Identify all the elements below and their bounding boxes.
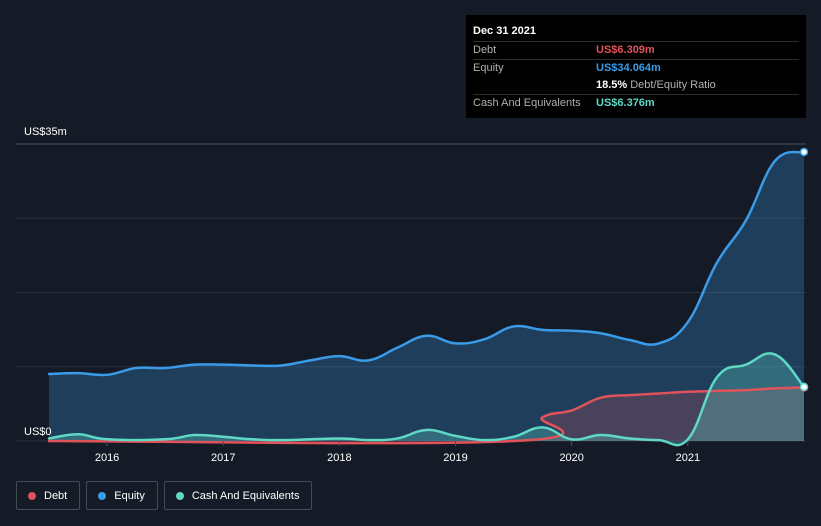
tooltip-equity-label: Equity [473,62,504,74]
cash-and-equivalents-line [47,352,806,447]
legend: Debt Equity Cash And Equivalents [16,481,313,510]
debt-dot-icon [28,491,36,500]
debt-area [49,387,804,444]
tooltip-ratio-value: 18.5% [596,79,628,91]
tooltip-cash-label: Cash And Equivalents [473,97,581,109]
tooltip-debt-row: Debt US$6.309m [473,41,799,59]
x-tick-label: 2020 [559,452,583,464]
series-lines [47,150,806,447]
tooltip-date: Dec 31 2021 [473,25,536,37]
end-markers [799,147,809,392]
cash-and-equivalents-end-marker [799,382,809,392]
x-tick-label: 2016 [95,452,119,464]
y-axis-top-label: US$35m [24,126,67,138]
legend-label-debt: Debt [44,489,68,502]
tooltip-equity-value: US$34.064m [596,62,661,74]
tooltip-ratio-label: Debt/Equity Ratio [630,79,716,91]
equity-dot-icon [98,491,107,500]
equity-area [49,151,804,441]
tooltip-panel: Dec 31 2021 Debt US$6.309m Equity US$34.… [466,15,806,118]
tooltip-cash-value: US$6.376m [596,97,655,109]
cash-dot-icon [175,491,184,500]
x-tick-label: 2017 [211,452,235,464]
series-areas [49,151,804,446]
x-tick-label: 2019 [443,452,467,464]
debt-line [47,386,806,445]
legend-label-cash: Cash And Equivalents [191,489,300,502]
tooltip-debt-value: US$6.309m [596,44,655,56]
legend-label-equity: Equity [114,489,145,502]
equity-end-marker [799,147,809,157]
legend-item-equity[interactable]: Equity [86,481,158,510]
legend-item-debt[interactable]: Debt [16,481,81,510]
x-axis-ticks: 2016 2017 2018 2019 2020 2021 [95,441,700,464]
x-tick-label: 2018 [327,452,351,464]
x-tick-label: 2021 [676,452,700,464]
legend-item-cash[interactable]: Cash And Equivalents [163,481,313,510]
tooltip-cash-row: Cash And Equivalents US$6.376m [473,94,799,112]
tooltip-debt-label: Debt [473,44,497,56]
y-axis-bottom-label: US$0 [24,426,52,438]
tooltip-equity-row: Equity US$34.064m [473,59,799,77]
cash-and-equivalents-area [49,353,804,446]
tooltip-ratio-row: 18.5% Debt/Equity Ratio [473,77,799,94]
equity-line [47,150,806,377]
